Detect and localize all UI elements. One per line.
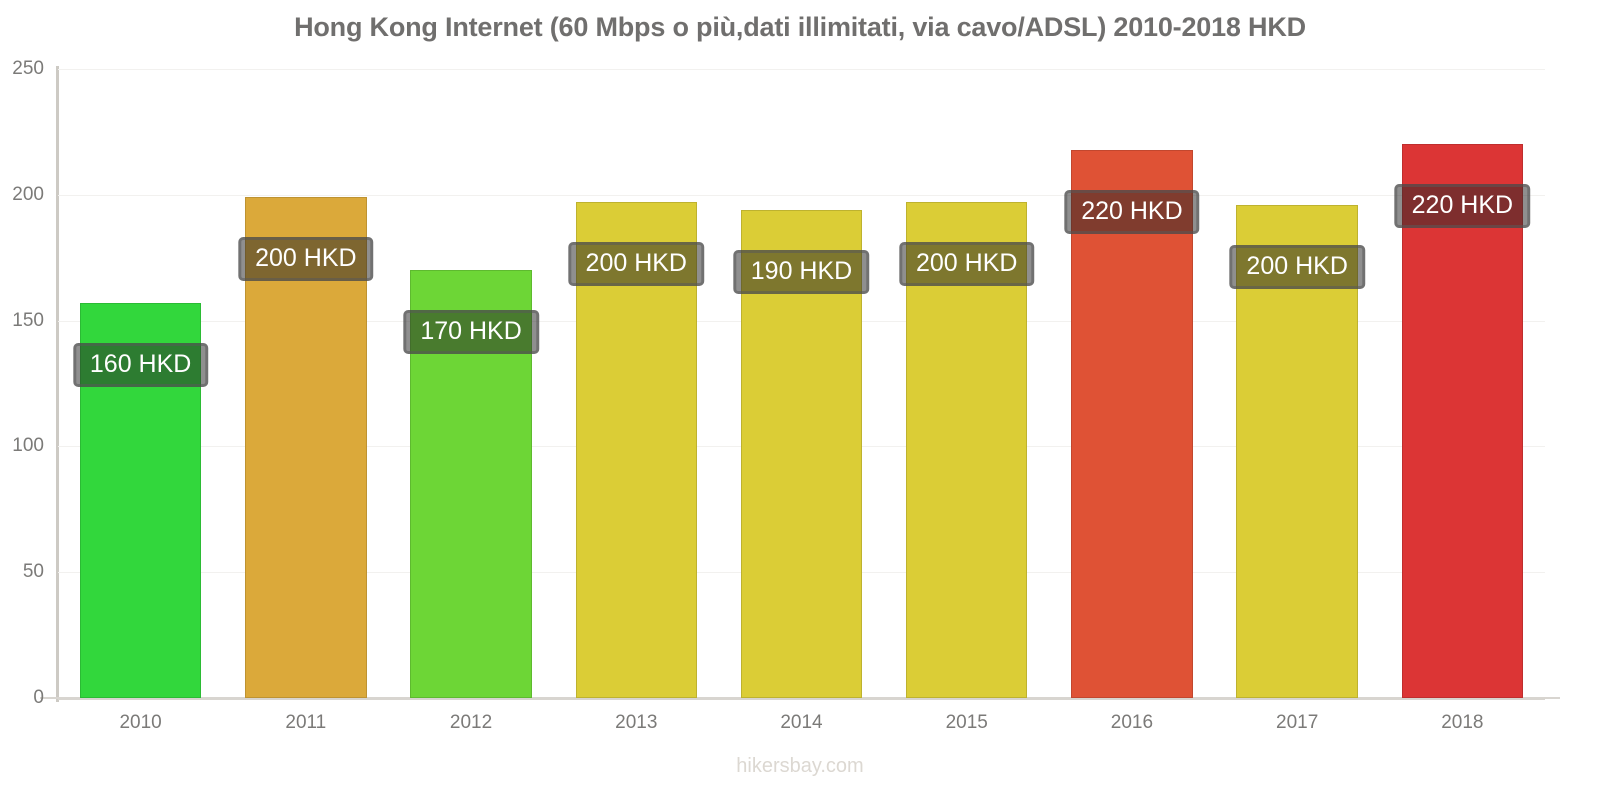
bar-value-label: 200 HKD bbox=[238, 237, 374, 282]
y-axis-line bbox=[56, 66, 59, 702]
bar-value-label: 170 HKD bbox=[403, 310, 539, 355]
bar[interactable] bbox=[1071, 149, 1193, 698]
bar-value-label: 160 HKD bbox=[72, 343, 209, 387]
x-axis-tick-label: 2010 bbox=[119, 712, 162, 733]
bar-group[interactable]: 170 HKD bbox=[403, 69, 539, 698]
bar-group[interactable]: 200 HKD bbox=[898, 69, 1035, 698]
bar-group[interactable]: 200 HKD bbox=[568, 69, 704, 698]
bar-group[interactable]: 220 HKD bbox=[1064, 69, 1200, 698]
x-axis-tick-label: 2014 bbox=[780, 712, 823, 733]
plot-area: 160 HKD 200 HKD 170 HKD 200 HKD 190 HKD 200 H… bbox=[58, 69, 1545, 700]
bar-value-label: 220 HKD bbox=[1394, 184, 1531, 229]
bar-value-label: 190 HKD bbox=[733, 249, 870, 294]
bar-group[interactable]: 200 HKD bbox=[1229, 69, 1365, 698]
gridline bbox=[58, 698, 1545, 700]
y-axis-tick-label: 200 bbox=[12, 183, 44, 205]
gridline bbox=[58, 69, 1545, 70]
x-axis-tick-label: 2018 bbox=[1441, 712, 1484, 733]
y-axis-tick-label: 100 bbox=[12, 435, 44, 457]
bar-value-label: 220 HKD bbox=[1064, 189, 1200, 234]
y-axis-tick-label: 250 bbox=[12, 58, 44, 79]
gridline bbox=[58, 194, 1545, 196]
chart-title: Hong Kong Internet (60 Mbps o più,dati i… bbox=[294, 12, 1306, 42]
bar-group[interactable]: 160 HKD bbox=[72, 69, 209, 698]
x-axis-tick-label: 2017 bbox=[1276, 712, 1319, 733]
bar-group[interactable]: 190 HKD bbox=[733, 69, 870, 698]
bar-group[interactable]: 220 HKD bbox=[1394, 69, 1531, 698]
y-axis-tick-label: 150 bbox=[12, 309, 44, 331]
y-axis-tick-label: 0 bbox=[33, 687, 44, 708]
x-axis-tick-label: 2016 bbox=[1110, 712, 1154, 733]
x-axis-tick-label: 2015 bbox=[945, 712, 988, 733]
x-axis-tick-label: 2012 bbox=[449, 712, 493, 733]
bar-value-label: 200 HKD bbox=[568, 242, 704, 287]
bar[interactable] bbox=[1401, 144, 1524, 698]
x-axis-tick-label: 2011 bbox=[285, 712, 327, 733]
x-axis-tick-label: 2013 bbox=[615, 712, 658, 733]
footer-watermark: hikersbay.com bbox=[736, 755, 864, 777]
bar-group[interactable]: 200 HKD bbox=[238, 69, 374, 698]
bar-value-label: 200 HKD bbox=[1229, 244, 1365, 289]
y-axis-tick-label: 50 bbox=[22, 561, 44, 583]
bar-value-label: 200 HKD bbox=[898, 242, 1035, 287]
